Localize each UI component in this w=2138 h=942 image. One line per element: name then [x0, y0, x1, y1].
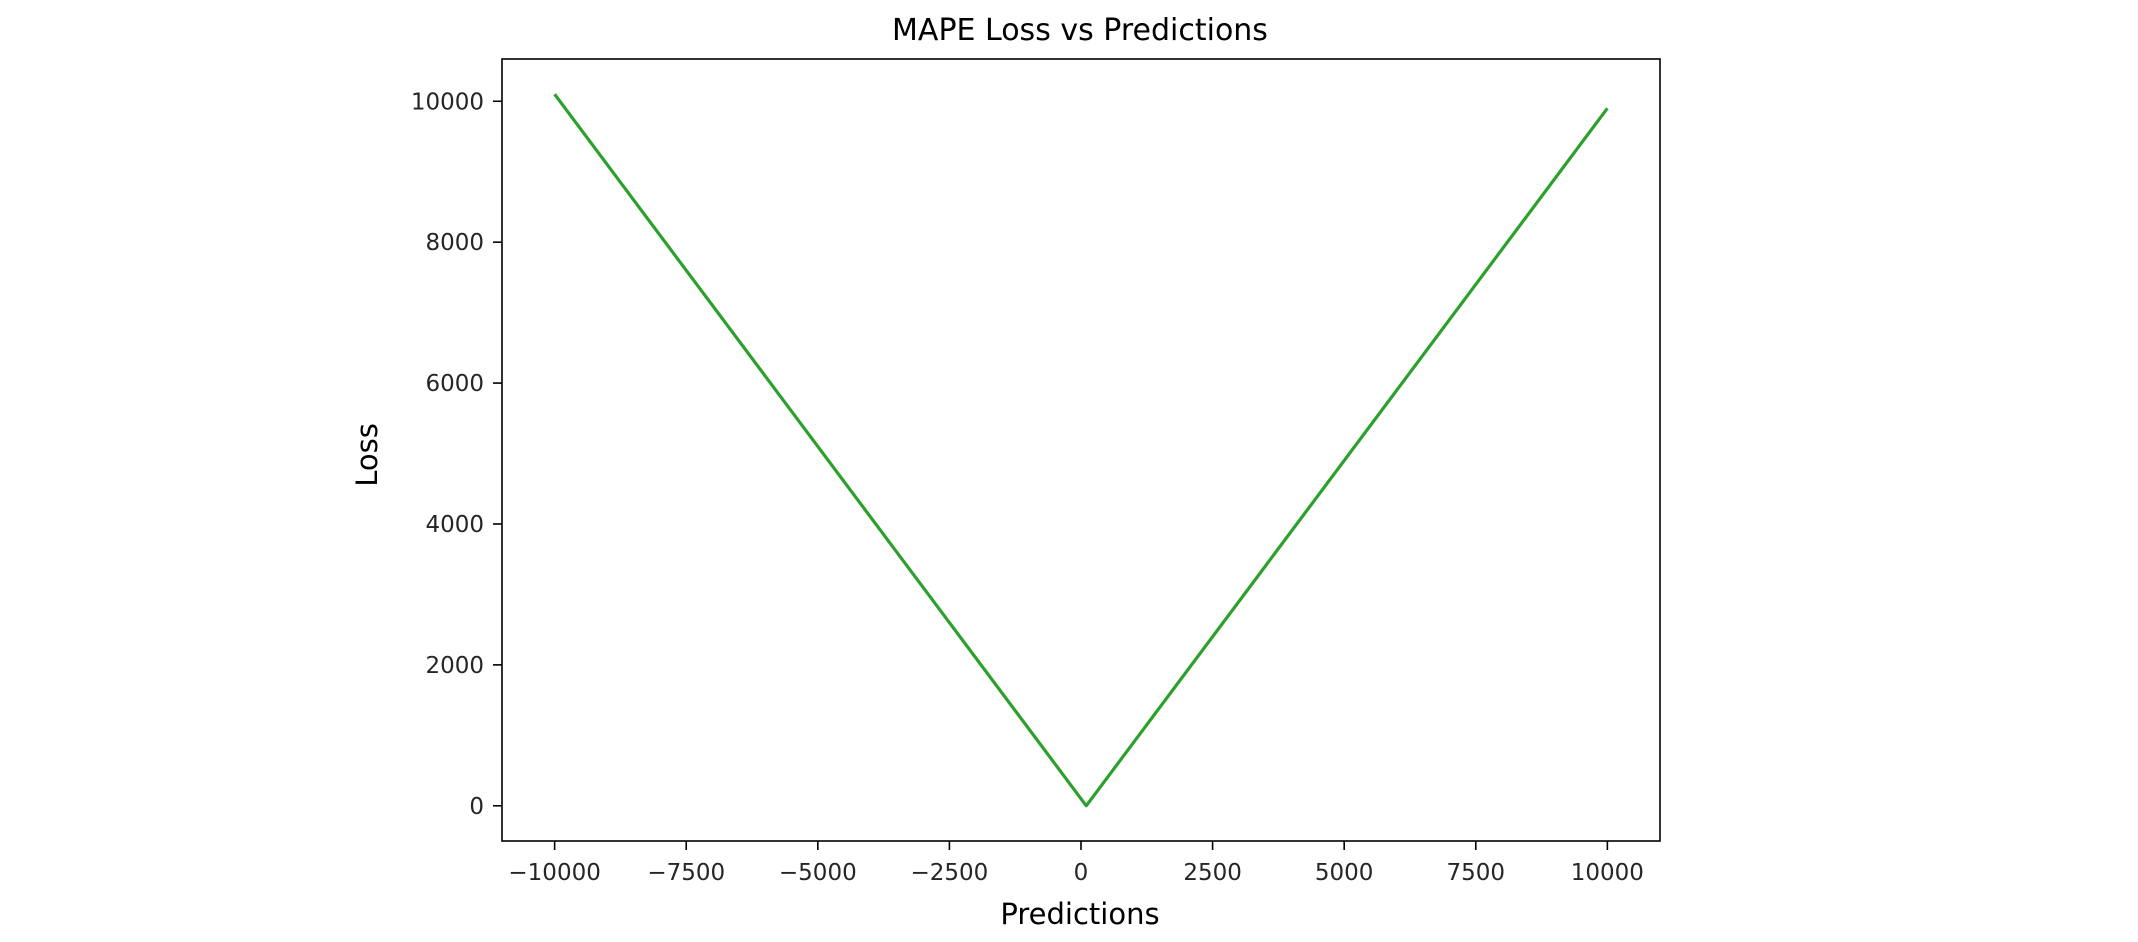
x-axis-label: Predictions	[1000, 897, 1159, 931]
x-tick-label: 2500	[1183, 860, 1242, 886]
y-tick-label: 10000	[411, 89, 484, 115]
y-axis-ticks: 0 2000 4000 6000 8000 10000	[411, 89, 502, 820]
plot-area-frame	[501, 58, 1661, 842]
y-tick-label: 8000	[425, 230, 484, 256]
series-layer	[553, 93, 1609, 808]
y-tick-label: 2000	[425, 653, 484, 679]
x-axis-ticks: −10000 −7500 −5000 −2500 0 2500 5000 7500 10000	[508, 841, 1644, 886]
chart-title: MAPE Loss vs Predictions	[892, 13, 1268, 48]
x-tick-label: −2500	[911, 860, 989, 886]
x-tick-label: 7500	[1446, 860, 1505, 886]
x-tick-label: 5000	[1315, 860, 1374, 886]
y-tick-label: 0	[469, 794, 484, 820]
x-tick-label: 0	[1074, 860, 1089, 886]
y-tick-label: 6000	[425, 371, 484, 397]
x-tick-label: 10000	[1571, 860, 1644, 886]
y-tick-label: 4000	[425, 512, 484, 538]
x-tick-label: −5000	[779, 860, 857, 886]
y-axis-label: Loss	[350, 423, 384, 487]
series-line-0	[553, 93, 1609, 808]
x-tick-label: −7500	[647, 860, 725, 886]
x-tick-label: −10000	[508, 860, 600, 886]
